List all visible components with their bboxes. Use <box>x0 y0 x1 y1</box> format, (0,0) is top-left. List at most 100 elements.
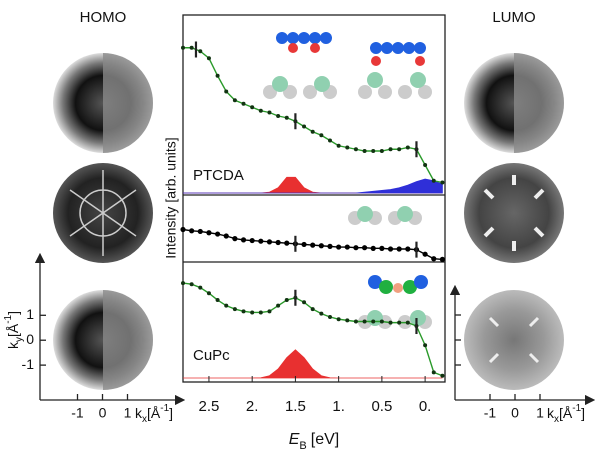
data-point <box>389 321 393 325</box>
kx-tick-label: 1 <box>536 405 544 421</box>
data-point <box>190 282 194 286</box>
data-point <box>198 229 203 234</box>
kx-tick-label: 0 <box>511 405 519 421</box>
data-point <box>181 46 185 50</box>
data-point <box>241 237 246 242</box>
data-point <box>440 181 444 185</box>
ky-unit: [Å <box>5 323 21 337</box>
data-point <box>224 304 228 308</box>
data-point <box>310 243 315 248</box>
x-tick-label: 0. <box>419 398 432 415</box>
data-point <box>362 245 367 250</box>
data-point <box>207 291 211 295</box>
data-point <box>405 246 410 251</box>
data-point <box>327 244 332 249</box>
data-point <box>337 317 341 321</box>
data-point <box>180 227 185 232</box>
data-point <box>337 144 341 148</box>
data-point <box>216 298 220 302</box>
figure: Intensity [arb. units] PTCDA CuPc EB[eV]… <box>0 0 605 456</box>
data-point <box>345 146 349 150</box>
data-point <box>259 109 263 113</box>
data-point <box>250 238 255 243</box>
spectrum-line <box>183 48 442 183</box>
data-point <box>432 179 436 183</box>
data-point <box>232 236 237 241</box>
panel-label: CuPc <box>193 347 230 364</box>
panel-label: PTCDA <box>193 167 244 184</box>
x-label-subscript: B <box>299 440 306 452</box>
data-point <box>258 239 263 244</box>
ky-tick-label: -1 <box>22 356 35 372</box>
data-point <box>380 320 384 324</box>
data-point <box>224 90 228 94</box>
x-tick-label: 2.5 <box>199 398 220 415</box>
data-point <box>242 309 246 313</box>
data-point <box>345 244 350 249</box>
data-point <box>216 74 220 78</box>
ky-label: ky[Å-1] <box>3 311 25 349</box>
ky-unit-end: ] <box>5 311 21 315</box>
data-point <box>319 243 324 248</box>
data-point <box>189 228 194 233</box>
data-point <box>336 244 341 249</box>
lumo-map <box>464 290 564 390</box>
data-point <box>353 245 358 250</box>
data-point <box>242 102 246 106</box>
kx-tick-label: 0 <box>99 405 107 421</box>
data-point <box>371 320 375 324</box>
data-point <box>233 307 237 311</box>
data-point <box>423 252 428 257</box>
ky-tick-label: 1 <box>26 306 34 322</box>
data-point <box>345 318 349 322</box>
data-point <box>198 286 202 290</box>
data-point <box>423 163 427 167</box>
kx-tick-label: -1 <box>484 405 497 421</box>
data-point <box>440 374 444 378</box>
data-point <box>363 320 367 324</box>
kx-tick-label: -1 <box>71 405 84 421</box>
kx-tick-label: 1 <box>124 405 132 421</box>
data-point <box>190 46 194 50</box>
homo-map-half <box>103 290 153 390</box>
data-point <box>371 149 375 153</box>
data-point <box>206 230 211 235</box>
data-point <box>423 343 427 347</box>
data-point <box>397 321 401 325</box>
data-point <box>207 56 211 60</box>
data-point <box>363 149 367 153</box>
homo-map-half <box>103 53 153 153</box>
lumo-map-half <box>514 53 564 153</box>
data-point <box>354 147 358 151</box>
data-point <box>267 111 271 115</box>
data-point <box>267 309 271 313</box>
data-point <box>432 370 436 374</box>
x-tick-label: 1.5 <box>285 398 306 415</box>
data-point <box>215 231 220 236</box>
kx-unit: [Å <box>559 405 573 421</box>
data-point <box>302 125 306 129</box>
data-point <box>389 147 393 151</box>
data-point <box>406 146 410 150</box>
data-point <box>285 298 289 302</box>
y-axis-label: Intensity [arb. units] <box>163 137 179 258</box>
data-point <box>301 242 306 247</box>
kx-label: kx[Å-1] <box>135 403 173 425</box>
x-label-symbol: E <box>289 431 300 448</box>
data-point <box>319 312 323 316</box>
kx-label: kx[Å-1] <box>547 403 585 425</box>
data-point <box>198 49 202 53</box>
data-point <box>379 246 384 251</box>
momentum-maps <box>53 53 564 390</box>
data-point <box>311 130 315 134</box>
kx-unit: [Å <box>147 405 161 421</box>
data-point <box>354 320 358 324</box>
data-point <box>259 310 263 314</box>
ky-tick-label: 0 <box>26 331 34 347</box>
data-point <box>397 246 402 251</box>
data-point <box>284 241 289 246</box>
data-point <box>431 256 436 261</box>
data-point <box>380 149 384 153</box>
data-point <box>319 133 323 137</box>
data-point <box>397 147 401 151</box>
